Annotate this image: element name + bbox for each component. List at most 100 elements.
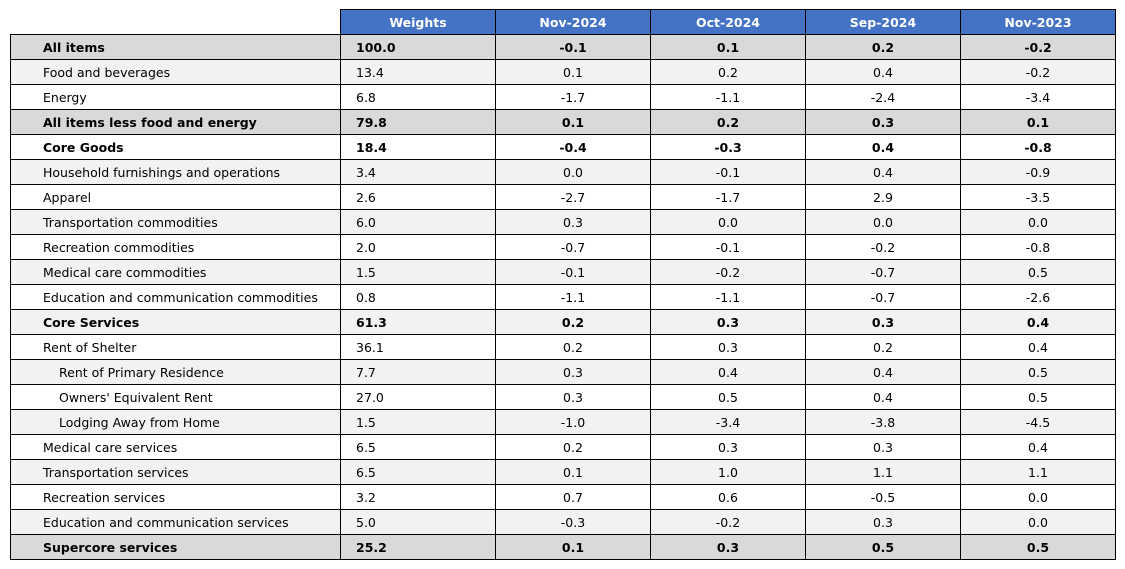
weight-cell: 0.8 — [340, 284, 496, 310]
value-cell: 0.1 — [495, 109, 651, 135]
weight-cell: 79.8 — [340, 109, 496, 135]
value-cell: 0.3 — [805, 434, 961, 460]
value-cell: 0.3 — [495, 209, 651, 235]
value-cell: -4.5 — [960, 409, 1116, 435]
value-cell: 0.2 — [650, 109, 806, 135]
row-label: Recreation services — [10, 484, 341, 510]
row-label: Medical care services — [10, 434, 341, 460]
value-cell: 0.5 — [650, 384, 806, 410]
value-cell: 2.9 — [805, 184, 961, 210]
row-label: Owners' Equivalent Rent — [10, 384, 341, 410]
table-row: Food and beverages 13.4 0.1 0.2 0.4 -0.2 — [10, 59, 1116, 85]
table-body: All items 100.0 -0.1 0.1 0.2 -0.2 Food and bev… — [10, 34, 1116, 560]
value-cell: 0.4 — [960, 334, 1116, 360]
value-cell: 0.4 — [805, 134, 961, 160]
value-cell: 0.4 — [805, 359, 961, 385]
value-cell: 0.0 — [495, 159, 651, 185]
value-cell: -0.5 — [805, 484, 961, 510]
table-row: Transportation services 6.5 0.1 1.0 1.1 1.1 — [10, 459, 1116, 485]
value-cell: -0.8 — [960, 134, 1116, 160]
value-cell: -2.7 — [495, 184, 651, 210]
value-cell: -1.1 — [650, 284, 806, 310]
value-cell: -2.4 — [805, 84, 961, 110]
row-label: Education and communication commodities — [10, 284, 341, 310]
value-cell: -0.3 — [650, 134, 806, 160]
value-cell: 0.5 — [960, 384, 1116, 410]
value-cell: 0.3 — [495, 359, 651, 385]
row-label: Core Goods — [10, 134, 341, 160]
value-cell: 0.3 — [650, 534, 806, 560]
weight-cell: 6.0 — [340, 209, 496, 235]
weight-cell: 1.5 — [340, 409, 496, 435]
row-label: All items less food and energy — [10, 109, 341, 135]
value-cell: -1.0 — [495, 409, 651, 435]
weight-cell: 3.2 — [340, 484, 496, 510]
value-cell: 0.2 — [805, 334, 961, 360]
row-label: Household furnishings and operations — [10, 159, 341, 185]
weight-cell: 5.0 — [340, 509, 496, 535]
value-cell: 1.1 — [805, 459, 961, 485]
value-cell: 0.1 — [495, 459, 651, 485]
value-cell: -3.4 — [650, 409, 806, 435]
value-cell: 0.4 — [805, 59, 961, 85]
value-cell: 0.0 — [960, 484, 1116, 510]
value-cell: -1.1 — [495, 284, 651, 310]
value-cell: -3.4 — [960, 84, 1116, 110]
weight-cell: 61.3 — [340, 309, 496, 335]
row-label: Core Services — [10, 309, 341, 335]
row-label: Food and beverages — [10, 59, 341, 85]
row-label: Rent of Shelter — [10, 334, 341, 360]
value-cell: 0.3 — [805, 109, 961, 135]
column-header-weights: Weights — [340, 9, 496, 35]
column-header-nov-2023: Nov-2023 — [960, 9, 1116, 35]
value-cell: 0.0 — [960, 509, 1116, 535]
table-row: Education and communication commodities 0… — [10, 284, 1116, 310]
value-cell: -0.2 — [960, 34, 1116, 60]
cpi-table: Weights Nov-2024 Oct-2024 Sep-2024 Nov-2… — [10, 9, 1116, 560]
value-cell: 0.3 — [495, 384, 651, 410]
table-row: Medical care services 6.5 0.2 0.3 0.3 0.4 — [10, 434, 1116, 460]
value-cell: -0.7 — [805, 259, 961, 285]
table-row: Energy 6.8 -1.7 -1.1 -2.4 -3.4 — [10, 84, 1116, 110]
row-label: Apparel — [10, 184, 341, 210]
weight-cell: 27.0 — [340, 384, 496, 410]
value-cell: -0.2 — [960, 59, 1116, 85]
column-header-nov-2024: Nov-2024 — [495, 9, 651, 35]
value-cell: 0.2 — [495, 434, 651, 460]
table-row: All items 100.0 -0.1 0.1 0.2 -0.2 — [10, 34, 1116, 60]
value-cell: -0.7 — [495, 234, 651, 260]
table-row: Recreation commodities 2.0 -0.7 -0.1 -0.2 -0.… — [10, 234, 1116, 260]
weight-cell: 7.7 — [340, 359, 496, 385]
value-cell: 1.1 — [960, 459, 1116, 485]
header-row: Weights Nov-2024 Oct-2024 Sep-2024 Nov-2… — [11, 9, 1116, 35]
row-label: All items — [10, 34, 341, 60]
value-cell: 0.5 — [960, 359, 1116, 385]
row-label: Supercore services — [10, 534, 341, 560]
weight-cell: 13.4 — [340, 59, 496, 85]
value-cell: 0.1 — [495, 534, 651, 560]
table-row: Rent of Shelter 36.1 0.2 0.3 0.2 0.4 — [10, 334, 1116, 360]
value-cell: 0.1 — [495, 59, 651, 85]
value-cell: -1.1 — [650, 84, 806, 110]
value-cell: 0.1 — [960, 109, 1116, 135]
table-row: Apparel 2.6 -2.7 -1.7 2.9 -3.5 — [10, 184, 1116, 210]
weight-cell: 3.4 — [340, 159, 496, 185]
value-cell: -0.7 — [805, 284, 961, 310]
value-cell: 0.3 — [650, 309, 806, 335]
value-cell: 0.2 — [495, 309, 651, 335]
row-label: Recreation commodities — [10, 234, 341, 260]
value-cell: -3.8 — [805, 409, 961, 435]
table-row: Medical care commodities 1.5 -0.1 -0.2 -0.7 0… — [10, 259, 1116, 285]
row-label: Rent of Primary Residence — [10, 359, 341, 385]
weight-cell: 6.5 — [340, 459, 496, 485]
value-cell: 0.6 — [650, 484, 806, 510]
value-cell: 0.3 — [650, 434, 806, 460]
value-cell: 0.1 — [650, 34, 806, 60]
value-cell: -0.8 — [960, 234, 1116, 260]
weight-cell: 18.4 — [340, 134, 496, 160]
table-row: Core Services 61.3 0.2 0.3 0.3 0.4 — [10, 309, 1116, 335]
value-cell: 0.5 — [805, 534, 961, 560]
row-label: Lodging Away from Home — [10, 409, 341, 435]
value-cell: 0.4 — [650, 359, 806, 385]
value-cell: -0.2 — [650, 509, 806, 535]
